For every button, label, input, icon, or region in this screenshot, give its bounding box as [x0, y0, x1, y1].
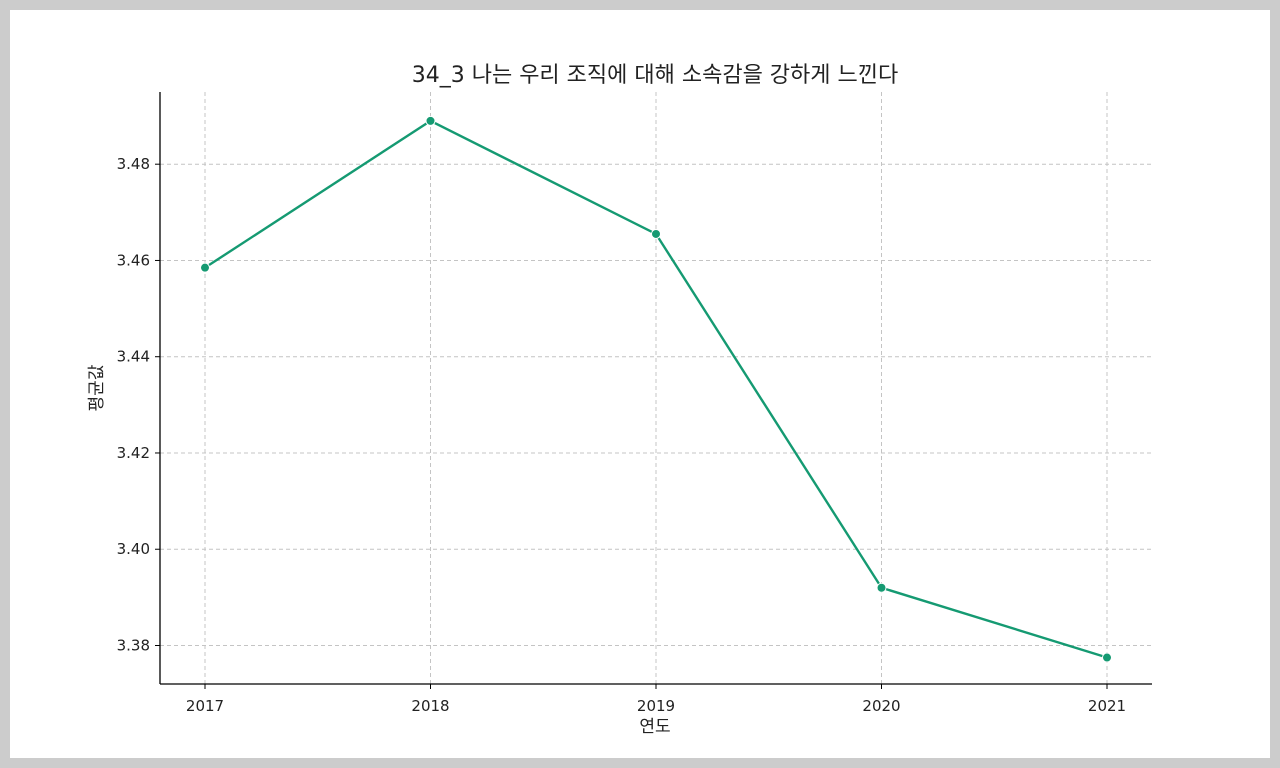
data-point: [1102, 652, 1112, 663]
x-tick-label: 2021: [1088, 697, 1126, 715]
data-point: [425, 115, 436, 126]
series-group: [200, 115, 1112, 663]
chart-frame: 34_3 나는 우리 조직에 대해 소속감을 강하게 느낀다 3.38 3.40 3…: [10, 10, 1270, 758]
y-tick-label: 3.46: [117, 251, 150, 269]
y-tick-label: 3.42: [117, 444, 150, 462]
x-tick-label: 2019: [637, 697, 675, 715]
x-tick-label: 2018: [411, 697, 449, 715]
x-tick-label: 2017: [186, 697, 224, 715]
chart-title: 34_3 나는 우리 조직에 대해 소속감을 강하게 느낀다: [412, 63, 899, 88]
data-point: [651, 228, 661, 239]
x-tick-label: 2020: [862, 697, 900, 715]
y-axis-ticks: 3.38 3.40 3.42 3.44 3.46 3.48: [117, 155, 160, 654]
x-axis-label: 연도: [639, 717, 670, 737]
y-tick-label: 3.48: [117, 155, 150, 173]
data-point: [876, 582, 887, 593]
grid-horizontal: [160, 163, 1152, 646]
x-axis-ticks: 2017 2018 2019 2020 2021: [186, 684, 1126, 715]
line-chart: 34_3 나는 우리 조직에 대해 소속감을 강하게 느낀다 3.383.403…: [87, 63, 1152, 737]
y-tick-label: 3.38: [117, 636, 150, 654]
y-tick-label: 3.40: [117, 540, 150, 558]
data-point: [200, 262, 210, 273]
y-axis-label: 평균값: [87, 364, 107, 411]
y-tick-label: 3.44: [117, 348, 150, 366]
